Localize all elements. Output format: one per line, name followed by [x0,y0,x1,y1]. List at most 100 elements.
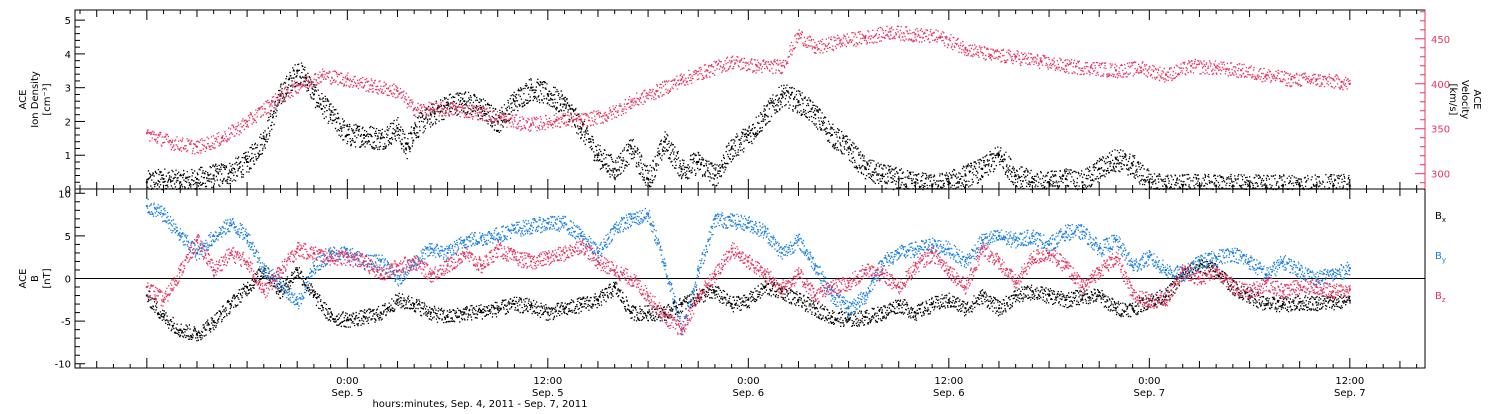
velocity-point-16 [530,123,533,126]
field-bz-point-14 [379,273,382,276]
ion-density-point-32 [647,177,650,180]
field-bz-point-65 [1231,286,1234,289]
field-bx-point-58 [1114,307,1117,310]
field-bz-point-27 [596,260,599,263]
velocity-tick-label: 350 [1431,125,1450,136]
field-bx-point-1 [162,315,165,318]
ion-density-point-2 [179,181,182,184]
ion-density-point-40 [780,93,783,96]
field-bz-point-22 [513,256,516,259]
ion-density-point-4 [212,174,215,177]
field-bz-point-46 [914,264,917,267]
field-bx-point-18 [446,315,449,318]
ion-density-point-33 [663,140,666,143]
field-bx-point-15 [396,298,399,301]
field-bx-point-39 [797,298,800,301]
field-bx-point-29 [630,311,633,314]
field-bz-point-62 [1181,268,1184,271]
field-bx-point-46 [914,311,917,314]
velocity-tick-label: 300 [1431,170,1450,181]
field-bz-point-50 [981,247,984,250]
velocity-point-49 [1340,80,1343,83]
field-bx-point-50 [981,294,984,297]
velocity-axis-label-line: Velocity [1459,80,1470,119]
ion-density-point-27 [563,103,566,106]
field-by-point-17 [429,247,432,250]
density-axis-label-line: [cm⁻³] [42,83,53,115]
field-by-point-67 [1265,273,1268,276]
field-by-point-1 [162,213,165,216]
field-bx-point-66 [1248,294,1251,297]
ion-density-series [145,62,1351,191]
time-tick-label: 12:00 [533,376,562,387]
velocity-point-23 [705,69,708,72]
velocity-point-10 [396,89,399,92]
ion-density-point-23 [496,120,499,123]
ion-density-point-5 [229,171,232,174]
ion-density-point-19 [429,113,432,116]
field-bz-point-69 [1298,284,1301,287]
field-bx-point-68 [1281,303,1284,306]
field-bz-point-71 [1332,290,1335,293]
field-bx-point-70 [1315,301,1318,304]
field-by-point-31 [663,264,666,267]
ion-density-point-45 [864,167,867,170]
ion-density-point-41 [797,100,800,103]
field-bz-point-35 [730,247,733,250]
field-bz-point-36 [747,260,750,263]
field-bx-point-6 [246,286,249,289]
field-by-point-26 [580,234,583,237]
field-axis-label-line: B [30,275,41,282]
field-by-point-61 [1165,268,1168,271]
field-by-point-0 [145,205,148,208]
field-bz-point-7 [262,290,265,293]
field-bz-point-34 [713,273,716,276]
ion-density-point-28 [580,127,583,130]
velocity-point-22 [680,78,683,81]
ion-density-point-21 [463,100,466,103]
time-tick-label: 0:00 [336,376,358,387]
ion-density-point-26 [546,93,549,96]
field-bz-point-53 [1031,256,1034,259]
ion-density-point-7 [262,137,265,140]
field-bx-point-17 [429,311,432,314]
field-bx-point-12 [346,318,349,321]
field-bz-point-60 [1148,298,1151,301]
field-bz-point-24 [546,256,549,259]
field-bz-point-13 [363,260,366,263]
field-by-point-58 [1114,239,1117,242]
ion-density-point-17 [404,147,407,150]
ion-density-point-60 [1114,157,1117,160]
legend-bz: Bz [1435,291,1446,304]
field-by-series [145,198,1351,336]
velocity-point-18 [580,118,583,121]
velocity-point-36 [1014,55,1017,58]
velocity-point-35 [989,53,992,56]
field-bz-point-55 [1064,264,1067,267]
ion-density-point-46 [880,174,883,177]
field-by-point-46 [914,247,917,250]
field-bz-point-57 [1098,268,1101,271]
field-by-point-59 [1131,264,1134,267]
ion-density-point-61 [1131,164,1134,167]
field-by-point-56 [1081,230,1084,233]
field-bz-point-12 [346,256,349,259]
field-by-point-33 [697,268,700,271]
field-by-point-71 [1332,273,1335,276]
field-bx-point-26 [580,303,583,306]
velocity-point-14 [480,111,483,114]
field-bx-point-56 [1081,294,1084,297]
velocity-point-28 [814,46,817,49]
velocity-point-37 [1039,60,1042,63]
density-tick-label: 3 [65,84,71,95]
field-bz-point-61 [1165,298,1168,301]
field-bx-point-2 [179,328,182,331]
ion-density-point-13 [346,133,349,136]
ion-density-point-34 [680,167,683,170]
field-bz-point-9 [296,247,299,250]
field-bx-point-42 [847,318,850,321]
field-bx-scatter [146,258,1351,342]
field-bz-point-54 [1048,251,1051,254]
field-by-point-4 [212,234,215,237]
field-bz-point-66 [1248,290,1251,293]
